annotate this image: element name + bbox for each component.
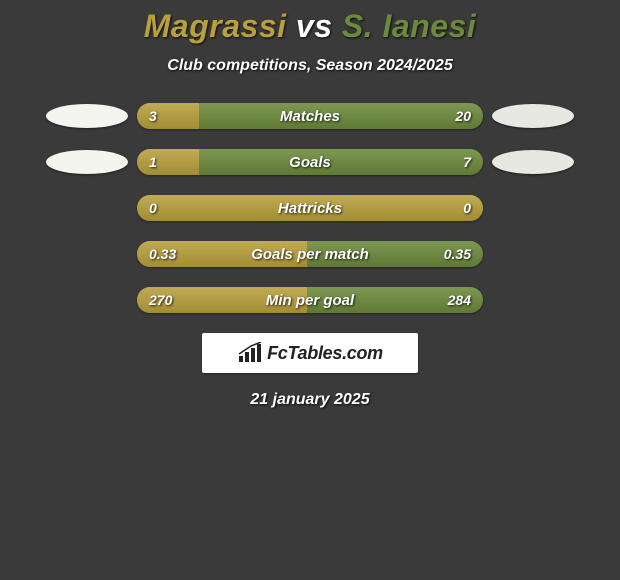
stat-row: 17Goals [0, 149, 620, 175]
stat-bar: 270284Min per goal [137, 287, 483, 313]
left-badge-slot [37, 104, 137, 128]
fctables-logo[interactable]: FcTables.com [202, 333, 418, 373]
bar-left-fill [137, 195, 483, 221]
stat-row: 00Hattricks [0, 195, 620, 221]
stat-bar: 00Hattricks [137, 195, 483, 221]
bar-left-fill [137, 149, 199, 175]
subtitle: Club competitions, Season 2024/2025 [0, 57, 620, 75]
player2-name: S. Ianesi [342, 8, 476, 44]
stat-row: 270284Min per goal [0, 287, 620, 313]
stat-bar: 17Goals [137, 149, 483, 175]
chart-icon [237, 342, 263, 364]
club-badge-left [46, 150, 128, 174]
date-label: 21 january 2025 [0, 391, 620, 409]
stat-row: 320Matches [0, 103, 620, 129]
bar-left-fill [137, 241, 307, 267]
club-badge-right [492, 104, 574, 128]
bar-left-fill [137, 103, 199, 129]
right-badge-slot [483, 150, 583, 174]
left-badge-slot [37, 150, 137, 174]
stat-bar: 320Matches [137, 103, 483, 129]
stat-bar: 0.330.35Goals per match [137, 241, 483, 267]
stat-rows: 320Matches 17Goals 00Hattricks 0.330.35Goal… [0, 103, 620, 313]
bar-left-fill [137, 287, 307, 313]
comparison-widget: Magrassi vs S. Ianesi Club competitions,… [0, 0, 620, 409]
player1-name: Magrassi [144, 8, 287, 44]
page-title: Magrassi vs S. Ianesi [0, 8, 620, 45]
logo-text: FcTables.com [267, 343, 383, 364]
stat-row: 0.330.35Goals per match [0, 241, 620, 267]
club-badge-right [492, 150, 574, 174]
vs-label: vs [296, 8, 333, 44]
right-badge-slot [483, 104, 583, 128]
club-badge-left [46, 104, 128, 128]
